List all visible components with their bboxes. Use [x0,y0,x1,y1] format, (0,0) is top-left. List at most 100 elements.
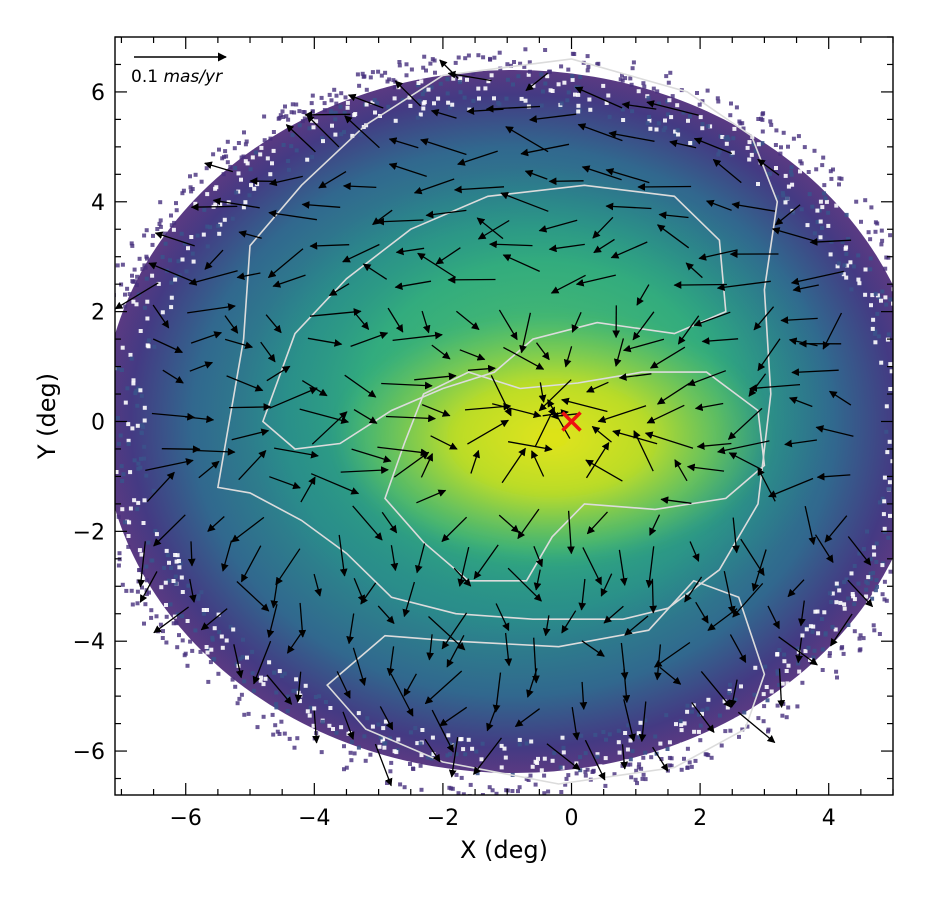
pm-vector [792,284,819,293]
pm-vector [301,380,328,397]
pm-vector [535,342,550,361]
pm-vector [787,579,805,598]
pm-vector [498,309,518,341]
pm-vector [376,217,424,226]
pm-vector [477,219,510,240]
density-core [335,314,770,562]
pm-vector [548,177,584,186]
pm-vector [771,227,815,242]
pm-vector [153,514,186,547]
pm-vector [224,315,239,334]
pm-vector [500,191,549,212]
pm-vector [538,379,572,412]
pm-vector [439,706,468,727]
pm-vector [313,573,322,597]
x-tick-label: −2 [427,806,459,831]
pm-vector [269,387,318,409]
pm-vector [395,247,425,256]
pm-vector [188,270,238,286]
pm-vector [307,337,343,347]
contour-3 [326,579,766,785]
pm-vector [546,743,581,771]
pm-vector [152,338,184,354]
pm-vector [728,452,763,471]
pm-vector [265,314,282,334]
pm-vector [586,511,608,535]
pm-vector [416,489,447,504]
pm-vector [285,124,316,153]
scale-value: 0.1 [131,67,163,87]
pm-vector [757,158,780,176]
y-tick-label: 6 [91,81,105,106]
pm-vector [624,615,649,636]
pm-vector [778,636,818,666]
pm-vector [386,646,395,677]
pm-vector [238,230,262,239]
pm-vector [231,516,265,543]
pm-vector [717,440,770,455]
pm-vector [441,612,468,650]
pm-vector [777,668,786,708]
pm-vector [520,143,570,157]
pm-vector [504,632,513,667]
pm-vector [780,316,818,324]
pm-vector [585,441,610,479]
pm-vector [238,450,267,481]
pm-vector [403,673,417,697]
pm-vector [638,701,647,743]
pm-vector [784,439,817,448]
pm-vector [340,466,389,475]
pm-vector [431,709,454,753]
pm-vector [645,546,655,589]
pm-vector [687,370,727,387]
pm-vector [269,476,301,490]
pm-vector [342,711,355,740]
pm-vector [310,473,360,495]
pm-vector [561,610,577,634]
pm-vector [192,447,236,456]
pm-vector [600,573,613,597]
pm-vector [649,578,658,614]
pm-vector [266,365,291,382]
pm-vector [260,341,276,363]
pm-vector [751,549,767,592]
pm-vector [352,505,383,541]
pm-vector [574,86,623,109]
pm-vector [585,459,623,482]
pm-vector [498,514,520,533]
pm-vector [492,672,502,713]
pm-vector [294,671,303,703]
pm-vector [421,310,431,334]
pm-vector [723,570,736,615]
pm-vector [563,346,573,368]
pm-vector [390,673,414,717]
pm-vector [338,534,348,577]
pm-vector [519,312,532,354]
pm-vector [652,746,669,772]
pm-vector [659,666,682,685]
pm-vector [578,578,587,611]
y-tick-label: 2 [91,301,105,326]
pm-vector [115,282,159,310]
pm-vector [473,544,499,580]
pm-vector [685,262,703,279]
pm-vector [273,447,319,459]
pm-vector [377,605,395,624]
pm-vector [684,576,703,603]
pm-vector [774,204,801,226]
pm-vector [529,113,577,123]
pm-vector [240,545,262,583]
pm-vector [393,451,430,478]
pm-vector [620,642,629,681]
pm-vector [394,280,432,290]
pm-vector [342,182,377,191]
pm-vector [700,670,732,708]
pm-vector [145,458,194,472]
pm-vector [388,137,419,149]
pm-vector [507,567,542,602]
pm-vector [613,338,625,367]
pm-vector [525,72,549,92]
pm-vector [847,579,874,608]
pm-vector [591,425,612,443]
pm-vector [298,602,307,638]
